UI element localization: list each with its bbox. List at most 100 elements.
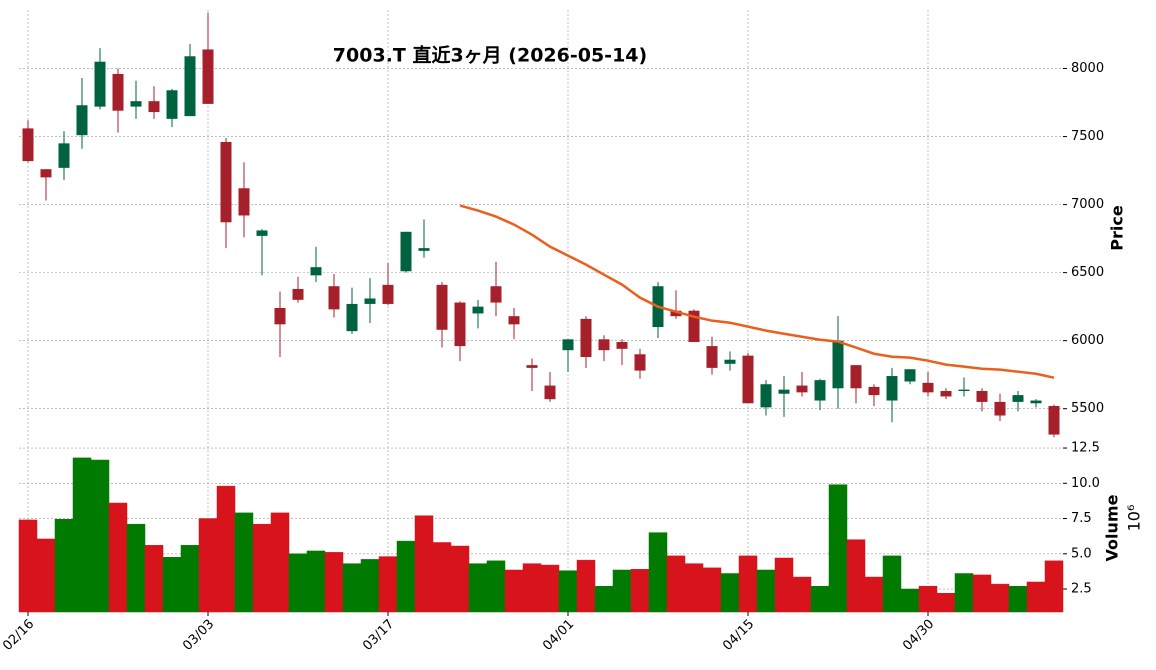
volume-bar bbox=[504, 569, 524, 613]
volume-bar bbox=[954, 573, 974, 613]
volume-bar bbox=[774, 557, 794, 613]
candle-body bbox=[220, 141, 232, 223]
y-tick-label: 5500 bbox=[1071, 401, 1104, 416]
candle-body bbox=[760, 384, 772, 408]
candle-body bbox=[994, 401, 1006, 416]
volume-bar bbox=[306, 550, 326, 613]
x-tick-label: 04/30 bbox=[900, 617, 937, 654]
candle-body bbox=[580, 318, 592, 357]
candle-body bbox=[544, 385, 556, 400]
volume-bar bbox=[18, 519, 38, 613]
candle-body bbox=[238, 188, 250, 216]
volume-bar bbox=[576, 559, 596, 613]
volume-tick-label: 12.5 bbox=[1071, 441, 1100, 456]
y-tick-label: 8000 bbox=[1071, 61, 1104, 76]
candle-body bbox=[184, 56, 196, 117]
volume-bar bbox=[198, 518, 218, 613]
y-tick-label: 6500 bbox=[1071, 265, 1104, 280]
volume-bar bbox=[486, 560, 506, 613]
candle-body bbox=[1030, 400, 1042, 404]
volume-bar bbox=[684, 563, 704, 613]
volume-bar bbox=[108, 502, 128, 613]
candle-body bbox=[670, 310, 682, 317]
y-tick-label: 6000 bbox=[1071, 333, 1104, 348]
candle-body bbox=[976, 391, 988, 402]
candle-body bbox=[400, 231, 412, 272]
candle-body bbox=[490, 286, 502, 303]
candle-body bbox=[40, 169, 52, 178]
volume-bar bbox=[126, 523, 146, 613]
candle-body bbox=[904, 369, 916, 382]
volume-tick-label: 10.0 bbox=[1071, 476, 1100, 491]
y-tick-label: 7500 bbox=[1071, 129, 1104, 144]
volume-bar bbox=[450, 545, 470, 613]
volume-bar bbox=[378, 556, 398, 613]
candle-body bbox=[310, 267, 322, 276]
chart-title: 7003.T 直近3ヶ月 (2026-05-14) bbox=[333, 44, 647, 67]
y-axis-label: Price bbox=[1108, 205, 1127, 251]
x-tick-label: 04/15 bbox=[720, 617, 757, 654]
candle-body bbox=[562, 339, 574, 351]
volume-bar bbox=[396, 540, 416, 613]
candle-body bbox=[454, 302, 466, 347]
volume-bar bbox=[918, 585, 938, 613]
volume-bar bbox=[828, 484, 848, 613]
candle-body bbox=[922, 382, 934, 393]
candle-body bbox=[58, 143, 70, 168]
candle-body bbox=[1012, 395, 1024, 402]
y-tick-label: 7000 bbox=[1071, 197, 1104, 212]
volume-bar bbox=[612, 569, 632, 613]
volume-bar bbox=[324, 552, 344, 613]
candle-body bbox=[22, 128, 34, 162]
volume-bar bbox=[864, 576, 884, 613]
volume-bar bbox=[54, 518, 74, 613]
candle-body bbox=[598, 339, 610, 351]
volume-bar bbox=[882, 555, 902, 613]
volume-bar bbox=[1008, 585, 1028, 613]
candle-body bbox=[166, 90, 178, 119]
candle-body bbox=[940, 391, 952, 397]
candle-body bbox=[688, 310, 700, 343]
candle-body bbox=[832, 340, 844, 389]
volume-bar bbox=[180, 545, 200, 613]
candle-body bbox=[886, 376, 898, 401]
candle-body bbox=[634, 354, 646, 371]
volume-bar bbox=[432, 542, 452, 613]
candle-body bbox=[742, 355, 754, 404]
volume-bar bbox=[162, 557, 182, 613]
volume-tick-label: 5.0 bbox=[1071, 546, 1092, 561]
volume-bar bbox=[666, 555, 686, 613]
volume-bar bbox=[720, 573, 740, 613]
volume-bar bbox=[342, 563, 362, 613]
candle-body bbox=[526, 365, 538, 368]
candle-body bbox=[94, 61, 106, 107]
volume-bar bbox=[360, 559, 380, 613]
volume-axis-label: Volume bbox=[1103, 494, 1122, 561]
x-tick-label: 02/16 bbox=[0, 617, 37, 654]
volume-bar bbox=[144, 545, 164, 613]
volume-bar bbox=[702, 567, 722, 613]
volume-bar bbox=[252, 523, 272, 613]
candle-body bbox=[346, 303, 358, 332]
candle-body bbox=[616, 342, 628, 349]
candle-body bbox=[274, 308, 286, 325]
volume-bar bbox=[936, 592, 956, 613]
volume-bar bbox=[234, 512, 254, 613]
volume-tick-label: 2.5 bbox=[1071, 582, 1092, 597]
volume-bar bbox=[558, 570, 578, 613]
volume-bar bbox=[468, 563, 488, 613]
volume-bar bbox=[540, 564, 560, 613]
volume-bar bbox=[72, 457, 92, 613]
volume-bar bbox=[972, 574, 992, 613]
candle-body bbox=[292, 288, 304, 300]
candle-body bbox=[436, 284, 448, 330]
volume-bar bbox=[990, 583, 1010, 613]
volume-bar bbox=[630, 569, 650, 613]
candle-body bbox=[706, 346, 718, 368]
volume-bar bbox=[810, 585, 830, 613]
candle-body bbox=[850, 365, 862, 389]
volume-bar bbox=[36, 538, 56, 613]
volume-bar bbox=[522, 563, 542, 613]
candle-body bbox=[868, 386, 880, 396]
